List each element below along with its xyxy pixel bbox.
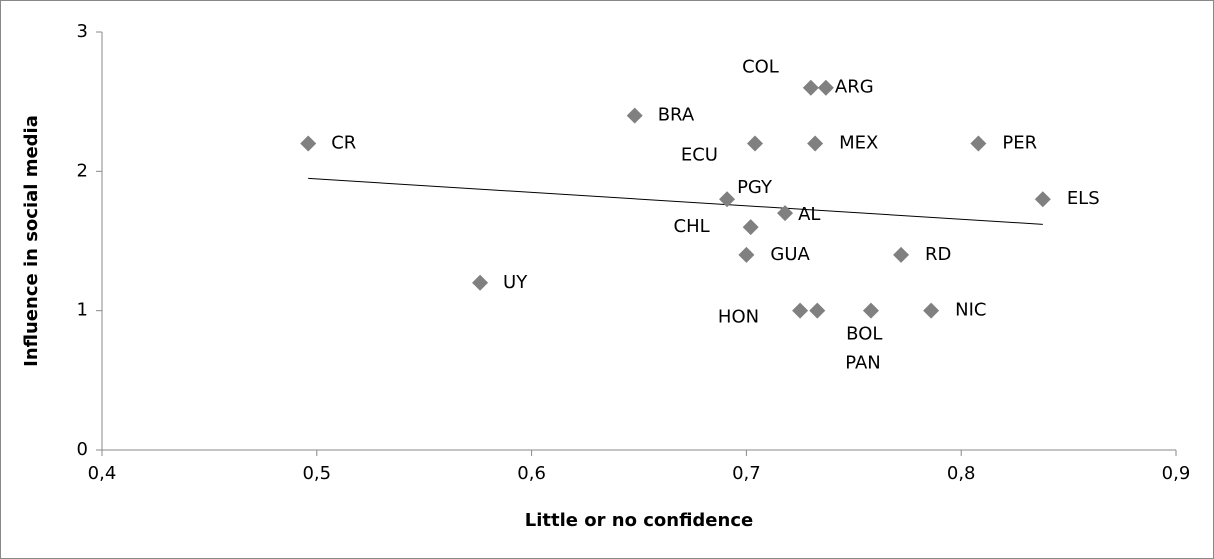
point [809, 302, 826, 319]
point-label: PAN [845, 353, 880, 374]
point-label: PGY [737, 177, 773, 198]
point-label: MEX [839, 132, 878, 153]
point-label: ARG [835, 77, 874, 98]
y-axis-label: Influence in social media [21, 115, 42, 367]
x-tick-label: 0,8 [947, 463, 976, 484]
x-tick-label: 0,7 [732, 463, 761, 484]
point [719, 191, 736, 208]
point-label: AL [798, 204, 820, 225]
point [807, 135, 824, 152]
point-label: CHL [674, 216, 710, 237]
y-tick-label: 1 [77, 300, 88, 321]
point-label: ECU [681, 144, 718, 165]
y-tick-label: 3 [77, 21, 88, 42]
y-tick-label: 0 [77, 439, 88, 460]
point [742, 219, 759, 236]
point-label: UY [503, 272, 528, 293]
point [1034, 191, 1051, 208]
trendline [308, 177, 1043, 225]
point [746, 135, 763, 152]
x-axis-label: Little or no confidence [525, 510, 753, 531]
point-label: PER [1002, 132, 1037, 153]
point [738, 246, 755, 263]
point-label: ELS [1067, 188, 1100, 209]
point [792, 302, 809, 319]
y-tick-label: 2 [77, 160, 88, 181]
point [923, 302, 940, 319]
point-label: BOL [846, 324, 882, 345]
x-tick-label: 0,6 [517, 463, 546, 484]
point-label: HON [718, 307, 759, 328]
x-tick-label: 0,4 [88, 463, 117, 484]
point [893, 246, 910, 263]
point [862, 302, 879, 319]
point [626, 107, 643, 124]
point-label: CR [331, 132, 356, 153]
point-label: NIC [955, 300, 986, 321]
point [802, 79, 819, 96]
point-label: COL [742, 57, 779, 78]
point [777, 205, 794, 222]
point [970, 135, 987, 152]
point-label: RD [925, 244, 951, 265]
point [817, 79, 834, 96]
point [300, 135, 317, 152]
point-label: BRA [658, 105, 695, 126]
point-label: GUA [770, 244, 810, 265]
x-tick-label: 0,9 [1162, 463, 1191, 484]
point [472, 274, 489, 291]
x-tick-label: 0,5 [302, 463, 331, 484]
